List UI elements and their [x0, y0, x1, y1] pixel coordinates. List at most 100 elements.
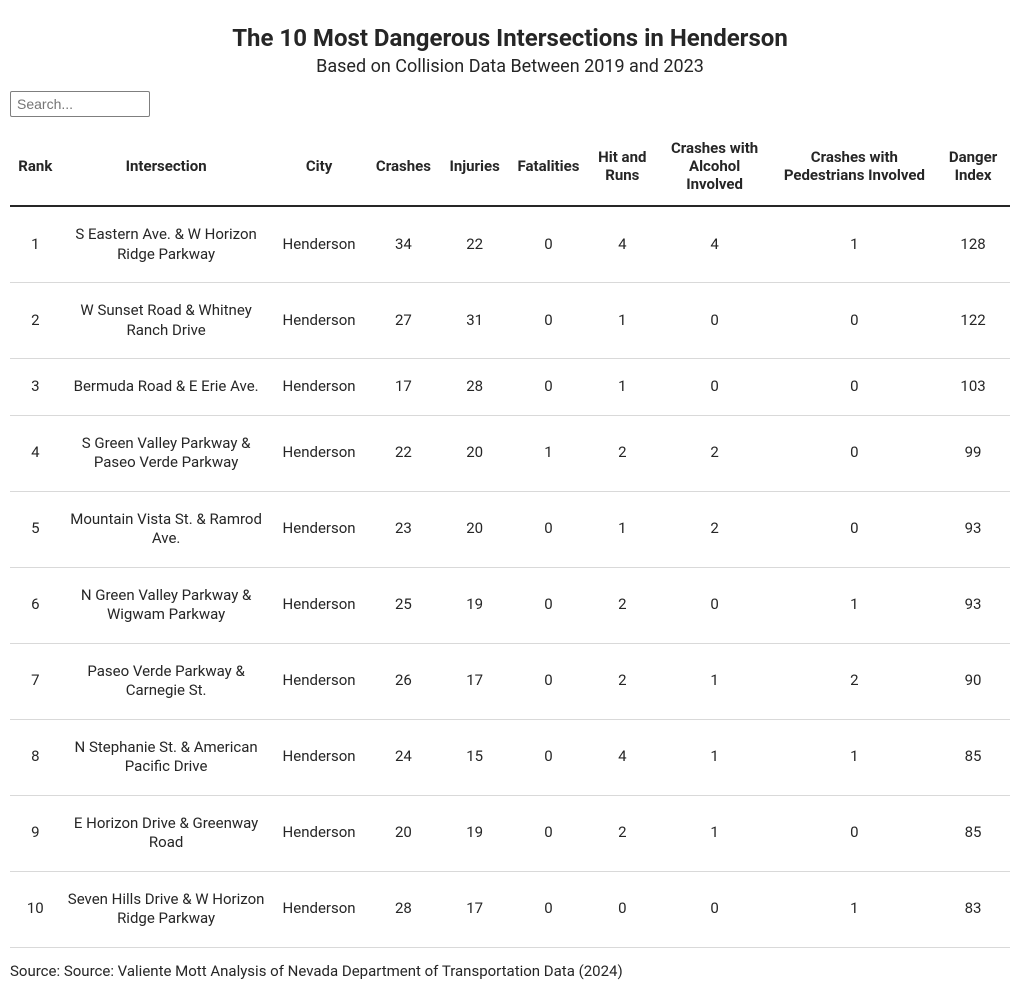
cell-city: Henderson: [272, 359, 367, 416]
cell-city: Henderson: [272, 719, 367, 795]
cell-crashes: 22: [367, 415, 441, 491]
cell-rank: 2: [10, 283, 61, 359]
cell-fatalities: 0: [509, 206, 588, 283]
cell-intersection: N Green Valley Parkway & Wigwam Parkway: [61, 567, 272, 643]
table-row: 5Mountain Vista St. & Ramrod Ave.Henders…: [10, 491, 1010, 567]
cell-city: Henderson: [272, 283, 367, 359]
cell-city: Henderson: [272, 871, 367, 947]
cell-intersection: E Horizon Drive & Greenway Road: [61, 795, 272, 871]
cell-city: Henderson: [272, 795, 367, 871]
cell-danger_index: 103: [936, 359, 1010, 416]
cell-injuries: 17: [440, 871, 509, 947]
cell-fatalities: 1: [509, 415, 588, 491]
cell-intersection: S Eastern Ave. & W Horizon Ridge Parkway: [61, 206, 272, 283]
cell-alcohol: 4: [657, 206, 773, 283]
cell-pedestrians: 0: [773, 795, 937, 871]
cell-hit_and_runs: 2: [588, 795, 657, 871]
cell-hit_and_runs: 2: [588, 643, 657, 719]
search-input[interactable]: [10, 91, 150, 117]
col-header-injuries[interactable]: Injuries: [440, 127, 509, 206]
cell-danger_index: 99: [936, 415, 1010, 491]
cell-danger_index: 122: [936, 283, 1010, 359]
cell-crashes: 28: [367, 871, 441, 947]
cell-rank: 10: [10, 871, 61, 947]
cell-fatalities: 0: [509, 283, 588, 359]
table-row: 10Seven Hills Drive & W Horizon Ridge Pa…: [10, 871, 1010, 947]
col-header-pedestrians[interactable]: Crashes with Pedestrians Involved: [773, 127, 937, 206]
table-row: 3Bermuda Road & E Erie Ave.Henderson1728…: [10, 359, 1010, 416]
search-container: [10, 91, 1010, 117]
cell-injuries: 31: [440, 283, 509, 359]
cell-fatalities: 0: [509, 795, 588, 871]
cell-danger_index: 85: [936, 795, 1010, 871]
cell-fatalities: 0: [509, 871, 588, 947]
table-row: 2W Sunset Road & Whitney Ranch DriveHend…: [10, 283, 1010, 359]
cell-rank: 4: [10, 415, 61, 491]
cell-injuries: 17: [440, 643, 509, 719]
cell-crashes: 23: [367, 491, 441, 567]
cell-rank: 3: [10, 359, 61, 416]
cell-danger_index: 93: [936, 567, 1010, 643]
cell-fatalities: 0: [509, 359, 588, 416]
cell-hit_and_runs: 2: [588, 567, 657, 643]
source-text: Source: Source: Valiente Mott Analysis o…: [10, 962, 1010, 980]
cell-rank: 7: [10, 643, 61, 719]
cell-injuries: 22: [440, 206, 509, 283]
cell-alcohol: 1: [657, 719, 773, 795]
cell-alcohol: 0: [657, 567, 773, 643]
cell-pedestrians: 2: [773, 643, 937, 719]
cell-crashes: 26: [367, 643, 441, 719]
table-row: 1S Eastern Ave. & W Horizon Ridge Parkwa…: [10, 206, 1010, 283]
cell-crashes: 27: [367, 283, 441, 359]
col-header-intersection[interactable]: Intersection: [61, 127, 272, 206]
cell-rank: 1: [10, 206, 61, 283]
col-header-rank[interactable]: Rank: [10, 127, 61, 206]
table-row: 8N Stephanie St. & American Pacific Driv…: [10, 719, 1010, 795]
col-header-fatalities[interactable]: Fatalities: [509, 127, 588, 206]
cell-injuries: 20: [440, 491, 509, 567]
cell-pedestrians: 1: [773, 871, 937, 947]
cell-injuries: 19: [440, 567, 509, 643]
col-header-alcohol[interactable]: Crashes with Alcohol Involved: [657, 127, 773, 206]
cell-crashes: 34: [367, 206, 441, 283]
cell-pedestrians: 1: [773, 567, 937, 643]
cell-alcohol: 2: [657, 491, 773, 567]
cell-alcohol: 1: [657, 795, 773, 871]
col-header-danger-index[interactable]: Danger Index: [936, 127, 1010, 206]
table-row: 6N Green Valley Parkway & Wigwam Parkway…: [10, 567, 1010, 643]
cell-intersection: Seven Hills Drive & W Horizon Ridge Park…: [61, 871, 272, 947]
cell-danger_index: 85: [936, 719, 1010, 795]
cell-intersection: Paseo Verde Parkway & Carnegie St.: [61, 643, 272, 719]
cell-rank: 9: [10, 795, 61, 871]
cell-fatalities: 0: [509, 719, 588, 795]
cell-crashes: 17: [367, 359, 441, 416]
cell-alcohol: 0: [657, 871, 773, 947]
cell-pedestrians: 1: [773, 206, 937, 283]
cell-hit_and_runs: 2: [588, 415, 657, 491]
cell-city: Henderson: [272, 206, 367, 283]
cell-intersection: Bermuda Road & E Erie Ave.: [61, 359, 272, 416]
cell-injuries: 28: [440, 359, 509, 416]
cell-city: Henderson: [272, 491, 367, 567]
cell-injuries: 15: [440, 719, 509, 795]
page-subtitle: Based on Collision Data Between 2019 and…: [10, 56, 1010, 77]
cell-rank: 6: [10, 567, 61, 643]
col-header-city[interactable]: City: [272, 127, 367, 206]
cell-city: Henderson: [272, 415, 367, 491]
cell-crashes: 20: [367, 795, 441, 871]
cell-city: Henderson: [272, 567, 367, 643]
table-header-row: Rank Intersection City Crashes Injuries …: [10, 127, 1010, 206]
cell-intersection: W Sunset Road & Whitney Ranch Drive: [61, 283, 272, 359]
cell-danger_index: 90: [936, 643, 1010, 719]
col-header-hit-and-runs[interactable]: Hit and Runs: [588, 127, 657, 206]
cell-alcohol: 0: [657, 359, 773, 416]
cell-intersection: N Stephanie St. & American Pacific Drive: [61, 719, 272, 795]
cell-hit_and_runs: 1: [588, 491, 657, 567]
cell-pedestrians: 0: [773, 491, 937, 567]
col-header-crashes[interactable]: Crashes: [367, 127, 441, 206]
cell-intersection: Mountain Vista St. & Ramrod Ave.: [61, 491, 272, 567]
cell-city: Henderson: [272, 643, 367, 719]
cell-fatalities: 0: [509, 491, 588, 567]
cell-alcohol: 0: [657, 283, 773, 359]
cell-crashes: 24: [367, 719, 441, 795]
